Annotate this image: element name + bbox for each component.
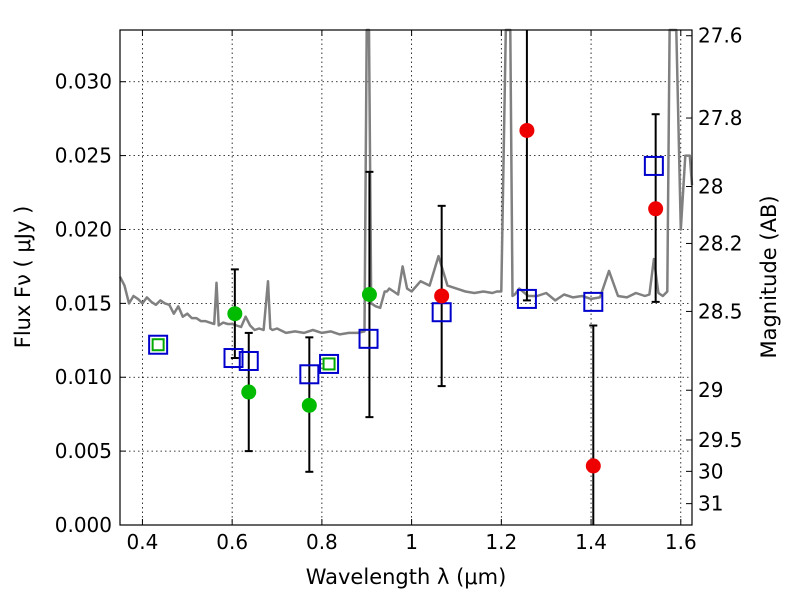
right-tick-label: 29.5 xyxy=(698,428,743,452)
right-tick-label: 30 xyxy=(698,459,723,483)
y-tick-label: 0.015 xyxy=(55,291,112,315)
red-circle-marker xyxy=(648,201,664,217)
blue-square-marker xyxy=(516,288,537,309)
red-circle-marker xyxy=(585,458,601,474)
blue-square-marker xyxy=(238,350,259,371)
y-tick-label: 0.025 xyxy=(55,144,112,168)
y-axis-right-label: Magnitude (AB) xyxy=(757,195,781,358)
y-tick-label: 0.010 xyxy=(55,365,112,389)
right-tick-label: 28.2 xyxy=(698,231,743,255)
x-axis-label: Wavelength λ (μm) xyxy=(306,565,507,589)
ticks-layer: 0.4 0.6 0.8 1 1.2 1.4 1.6 0.000 0.005 0.010 0.015 0… xyxy=(55,24,743,554)
blue-square-marker xyxy=(319,353,340,374)
right-tick-label: 28 xyxy=(698,174,723,198)
green-square-marker xyxy=(322,357,336,371)
right-tick-label: 29 xyxy=(698,378,723,402)
y-tick-label: 0.005 xyxy=(55,439,112,463)
x-tick-label: 0.6 xyxy=(216,530,248,554)
spectrum-line xyxy=(118,28,694,336)
x-tick-label: 1.4 xyxy=(575,530,607,554)
blue-square-marker xyxy=(358,328,379,349)
blue-square-marker xyxy=(148,334,169,355)
red-circle-marker xyxy=(434,288,450,304)
red-circle-marker xyxy=(519,122,535,138)
right-tick-label: 28.5 xyxy=(698,299,743,323)
blue-square-marker xyxy=(643,155,664,176)
green-circle-marker xyxy=(301,397,317,413)
blue-square-marker xyxy=(223,348,244,369)
x-tick-label: 1.2 xyxy=(485,530,517,554)
y-tick-label: 0.020 xyxy=(55,217,112,241)
series-layer xyxy=(118,28,694,525)
green-circle-marker xyxy=(241,384,257,400)
x-tick-label: 0.8 xyxy=(306,530,338,554)
x-tick-label: 1 xyxy=(405,530,418,554)
y-tick-label: 0.030 xyxy=(55,70,112,94)
blue-square-marker xyxy=(583,291,604,312)
green-square-marker xyxy=(151,338,165,352)
x-tick-label: 1.6 xyxy=(665,530,697,554)
green-circle-marker xyxy=(361,286,377,302)
y-axis-label: Flux Fν ( μJy ) xyxy=(11,206,35,349)
green-circle-marker xyxy=(227,306,243,322)
x-tick-label: 0.4 xyxy=(127,530,159,554)
y-tick-label: 0.000 xyxy=(55,513,112,537)
plot-frame xyxy=(119,29,693,526)
right-tick-label: 27.6 xyxy=(698,24,743,48)
right-tick-label: 31 xyxy=(698,492,723,516)
blue-square-marker xyxy=(299,364,320,385)
right-tick-label: 27.8 xyxy=(698,106,743,130)
